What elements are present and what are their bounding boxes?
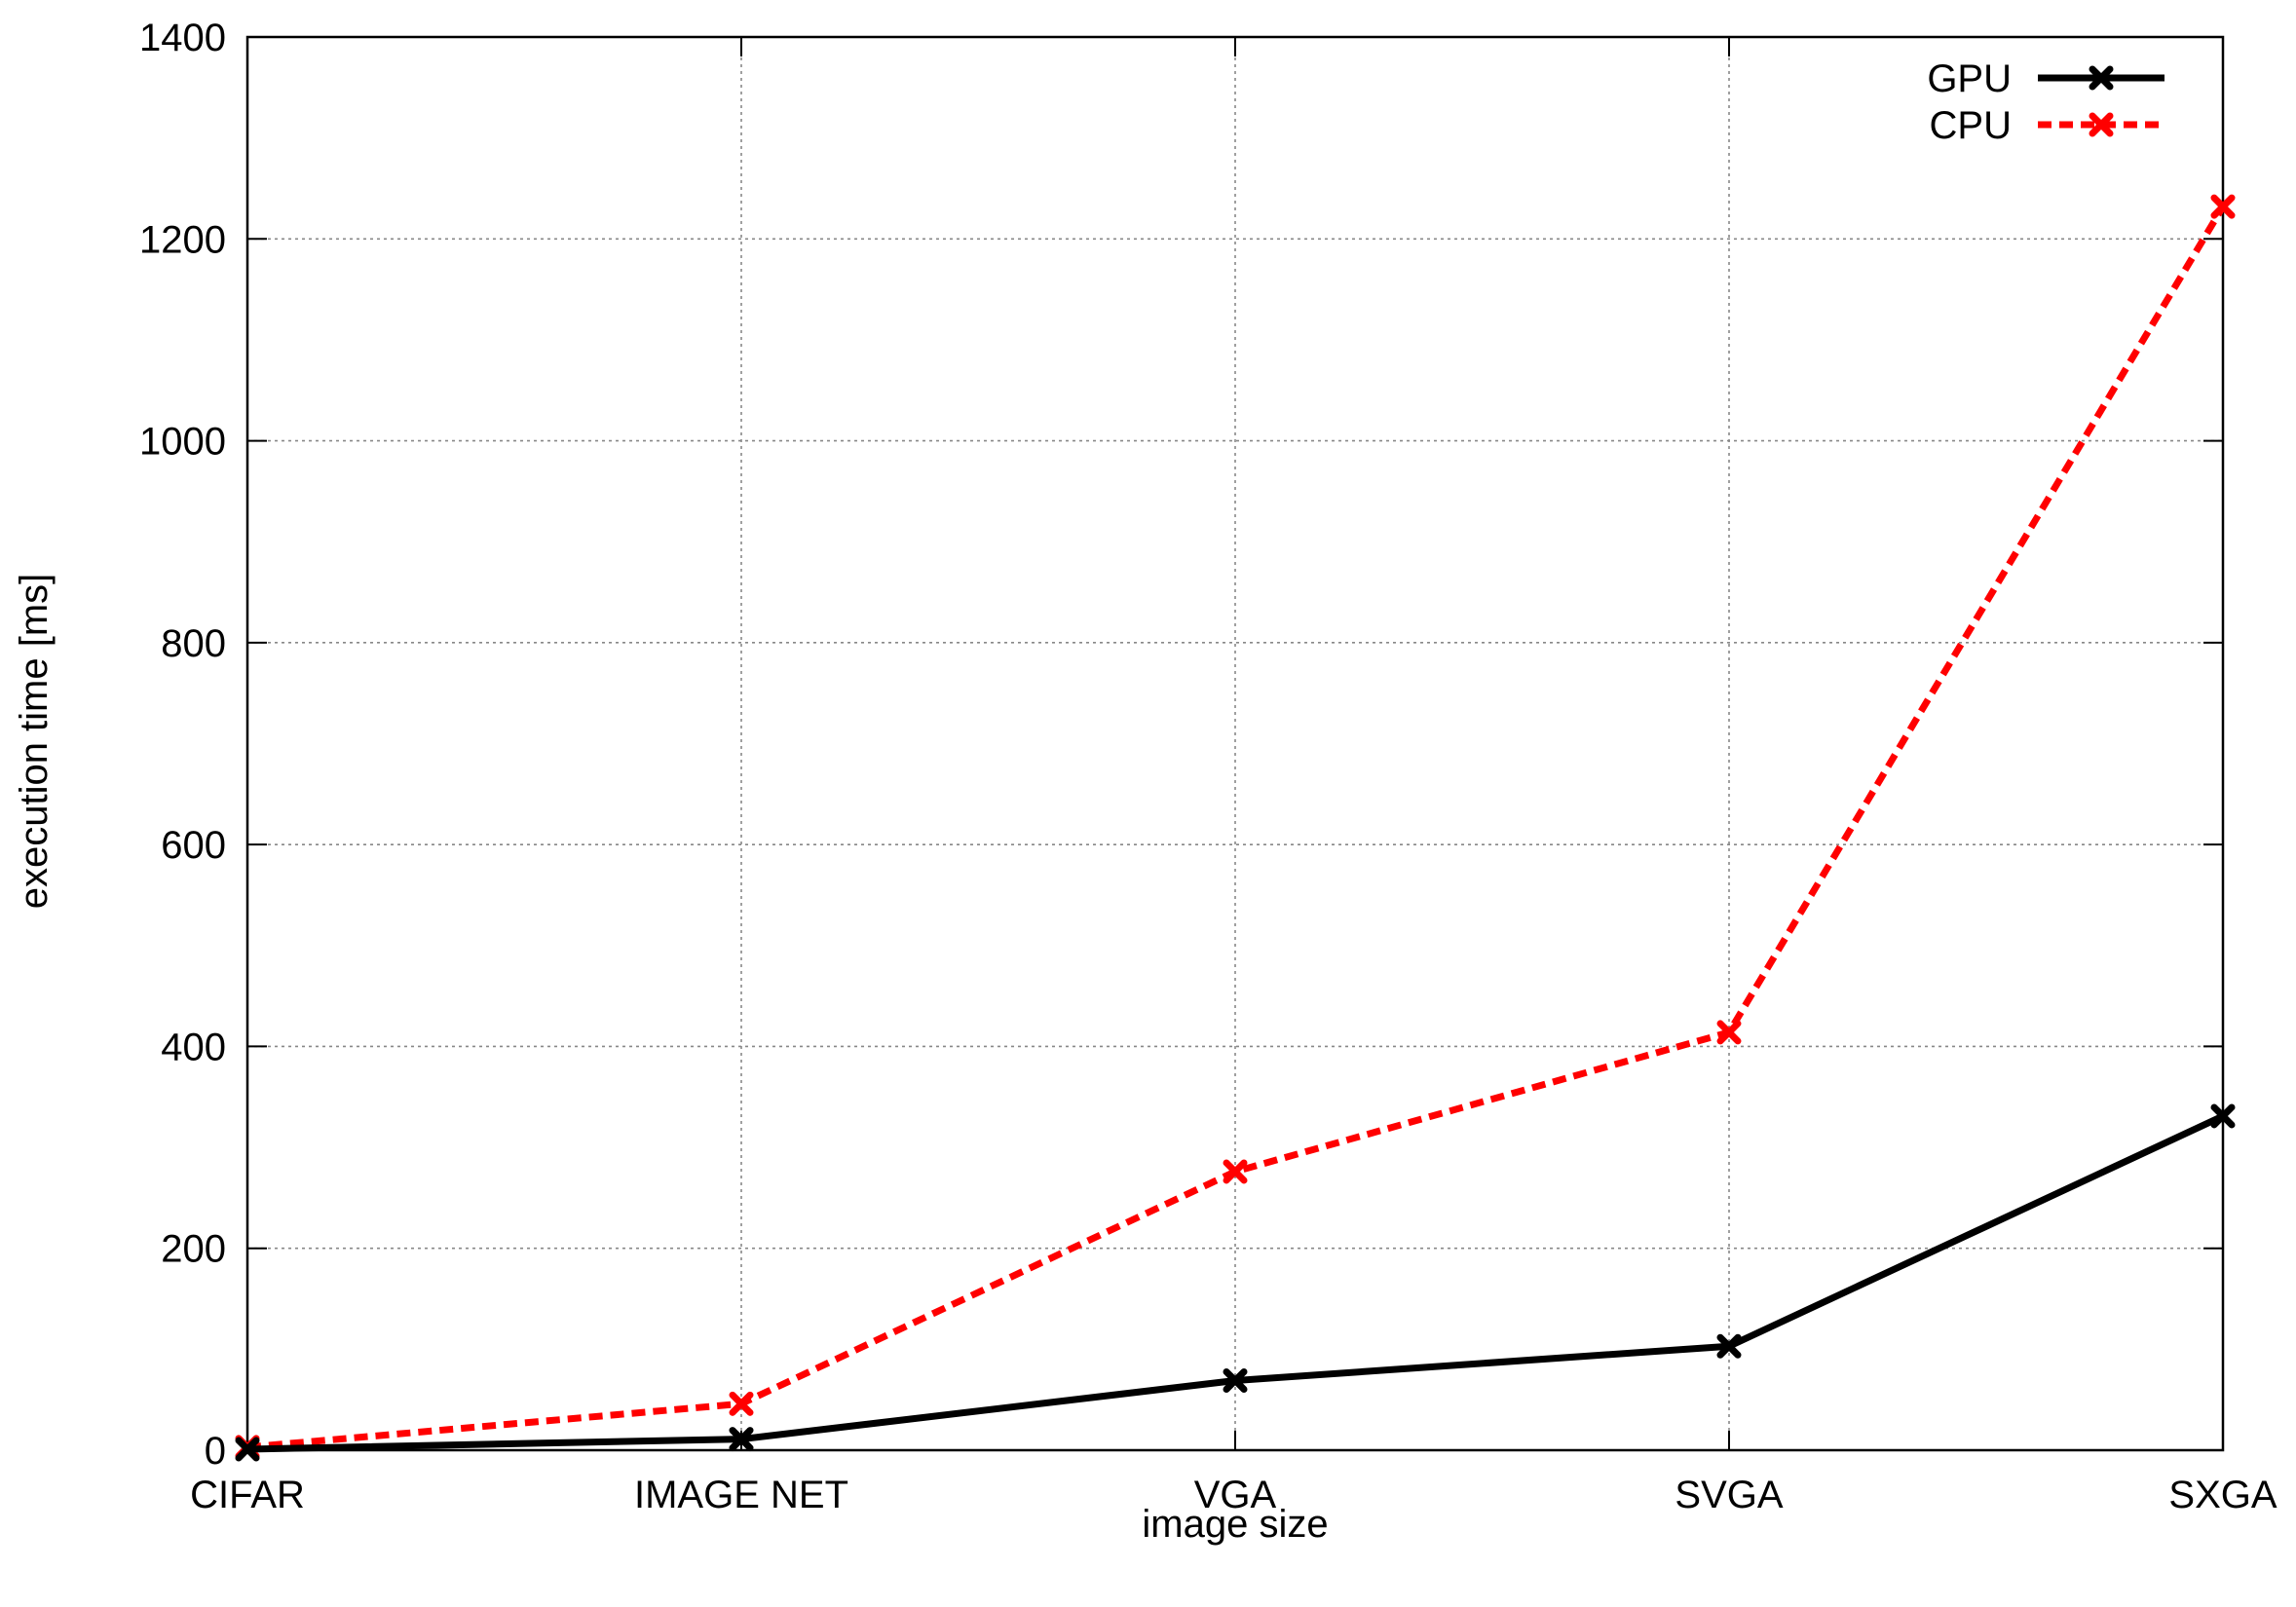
marker-stroke bbox=[729, 1391, 754, 1416]
legend-label-cpu: CPU bbox=[1930, 104, 2012, 147]
legend-entry-cpu: CPU bbox=[1930, 104, 2164, 147]
axis-ticks: 0 200 400 600 800 1000 1200 1400 CIFAR IMAGE NET V… bbox=[139, 17, 2277, 1516]
legend-label-gpu: GPU bbox=[1927, 57, 2012, 100]
marker-stroke bbox=[1223, 1367, 1248, 1393]
marker-stroke bbox=[1716, 1020, 1742, 1045]
marker-stroke bbox=[2089, 65, 2114, 91]
y-tick-label: 0 bbox=[205, 1430, 226, 1473]
legend-entry-gpu: GPU bbox=[1927, 57, 2164, 100]
x-tick-label: IMAGE NET bbox=[634, 1474, 848, 1516]
marker-stroke bbox=[729, 1427, 754, 1452]
marker-stroke bbox=[2210, 194, 2236, 219]
cpu-point bbox=[1716, 1020, 1742, 1045]
x-tick-label: SXGA bbox=[2168, 1474, 2277, 1516]
x-tick-label: SVGA bbox=[1675, 1474, 1783, 1516]
marker-stroke bbox=[2210, 1103, 2236, 1129]
gpu-line bbox=[246, 1112, 2225, 1453]
marker-stroke bbox=[2089, 112, 2114, 137]
y-tick-label: 800 bbox=[161, 622, 226, 665]
gpu-point bbox=[235, 1437, 260, 1462]
marker-stroke bbox=[235, 1437, 260, 1462]
y-tick-label: 1200 bbox=[139, 218, 226, 261]
grid-lines bbox=[247, 37, 2223, 1450]
marker-stroke bbox=[1223, 1159, 1248, 1184]
x-tick-label: VGA bbox=[1194, 1474, 1277, 1516]
legend-marker-gpu bbox=[2089, 65, 2114, 91]
legend-marker-cpu bbox=[2089, 112, 2114, 137]
gpu-series bbox=[235, 1103, 2236, 1462]
marker-stroke bbox=[1716, 1333, 1742, 1359]
gpu-point bbox=[1716, 1333, 1742, 1359]
y-axis-title: execution time [ms] bbox=[13, 574, 56, 910]
gpu-point bbox=[1223, 1367, 1248, 1393]
cpu-point bbox=[1223, 1159, 1248, 1184]
y-tick-label: 1400 bbox=[139, 17, 226, 59]
gpu-point bbox=[729, 1427, 754, 1452]
x-axis-title: image size bbox=[1142, 1503, 1328, 1546]
cpu-point bbox=[729, 1391, 754, 1416]
y-tick-label: 1000 bbox=[139, 421, 226, 464]
series-lines bbox=[235, 194, 2236, 1462]
x-tick-label: CIFAR bbox=[190, 1474, 305, 1516]
gpu-point bbox=[2210, 1103, 2236, 1129]
y-tick-label: 200 bbox=[161, 1228, 226, 1271]
y-tick-label: 600 bbox=[161, 824, 226, 867]
y-tick-label: 400 bbox=[161, 1026, 226, 1068]
cpu-point bbox=[2210, 194, 2236, 219]
